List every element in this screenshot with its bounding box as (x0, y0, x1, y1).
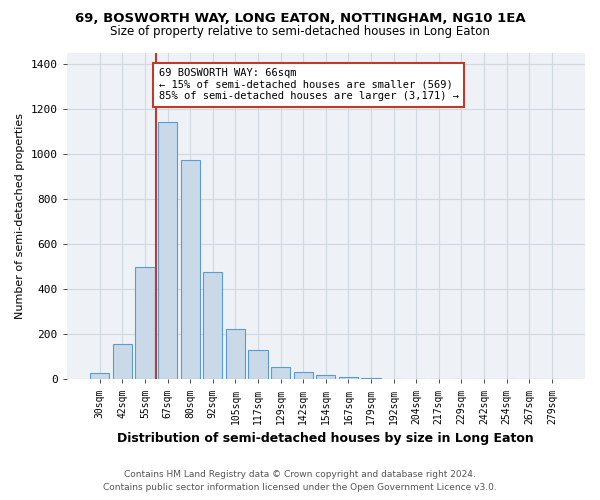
Bar (181, 160, 200, 380)
Bar (361, 378, 380, 380)
Bar (226, 328, 245, 380)
Text: 69, BOSWORTH WAY, LONG EATON, NOTTINGHAM, NG10 1EA: 69, BOSWORTH WAY, LONG EATON, NOTTINGHAM… (74, 12, 526, 26)
Bar (271, 367, 290, 380)
Bar (136, 266, 155, 380)
Bar (158, 122, 177, 380)
Text: Size of property relative to semi-detached houses in Long Eaton: Size of property relative to semi-detach… (110, 25, 490, 38)
Text: 69 BOSWORTH WAY: 66sqm
← 15% of semi-detached houses are smaller (569)
85% of se: 69 BOSWORTH WAY: 66sqm ← 15% of semi-det… (158, 68, 458, 102)
Bar (339, 377, 358, 380)
Bar (316, 375, 335, 380)
Bar (248, 350, 268, 380)
Text: Contains HM Land Registry data © Crown copyright and database right 2024.
Contai: Contains HM Land Registry data © Crown c… (103, 470, 497, 492)
X-axis label: Distribution of semi-detached houses by size in Long Eaton: Distribution of semi-detached houses by … (118, 432, 534, 445)
Bar (90, 372, 109, 380)
Y-axis label: Number of semi-detached properties: Number of semi-detached properties (15, 113, 25, 319)
Bar (113, 344, 132, 380)
Bar (203, 272, 223, 380)
Bar (293, 372, 313, 380)
